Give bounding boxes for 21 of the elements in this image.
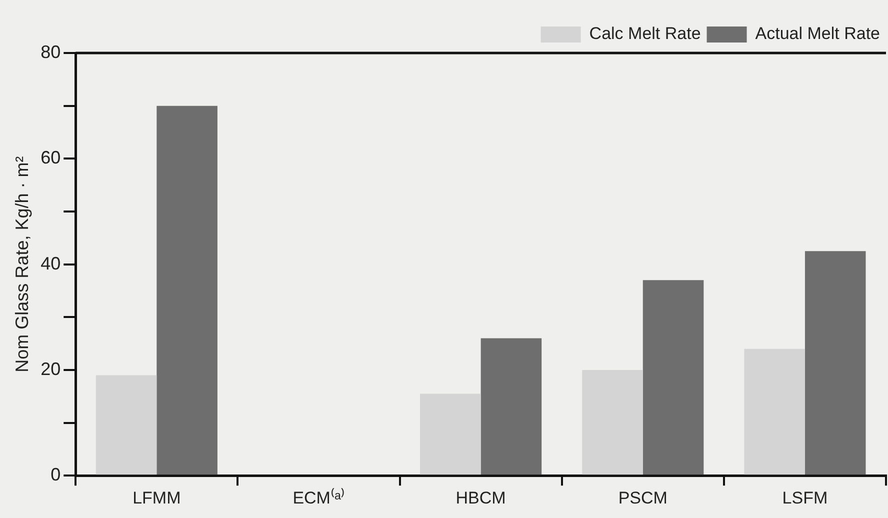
x-tick-label: LFMM — [132, 488, 181, 508]
bar — [156, 106, 218, 475]
y-tick-label: 20 — [40, 358, 61, 379]
y-tick-label: 60 — [40, 148, 61, 168]
y-tick-label: 80 — [40, 42, 61, 62]
legend-label: Calc Melt Rate — [589, 24, 701, 44]
legend-label: Actual Melt Rate — [755, 24, 880, 44]
bar — [480, 338, 542, 475]
bar — [420, 394, 481, 475]
x-tick-label: ECM⁽ᵃ⁾ — [292, 487, 345, 508]
bar — [96, 375, 157, 475]
bar — [582, 370, 643, 475]
x-tick-label: PSCM — [618, 488, 668, 508]
y-axis-title: Nom Glass Rate, Kg/h · m² — [12, 156, 32, 372]
x-tick-label: LSFM — [782, 488, 828, 508]
x-tick-label: HBCM — [456, 488, 506, 508]
y-tick-label: 40 — [40, 253, 61, 274]
bar — [642, 280, 704, 475]
bar — [744, 348, 805, 475]
bar — [804, 251, 866, 475]
y-tick-label: 0 — [50, 464, 61, 485]
